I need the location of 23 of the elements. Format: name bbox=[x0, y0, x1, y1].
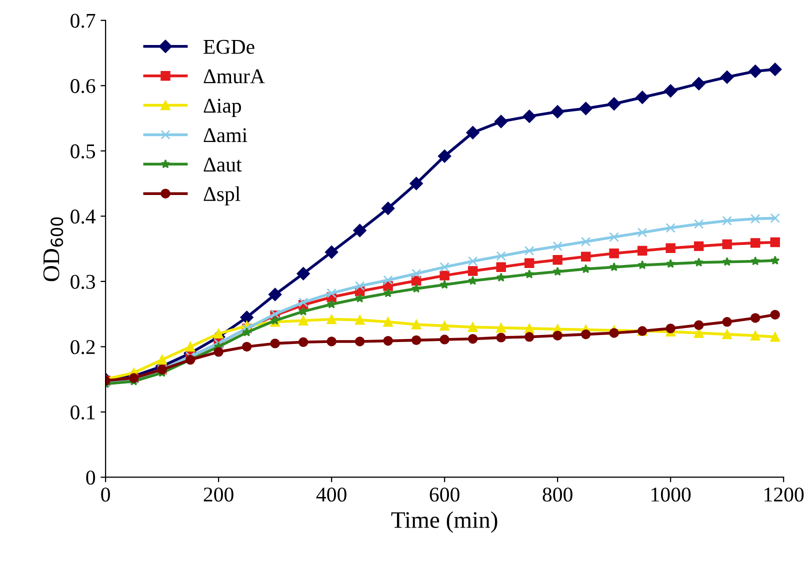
legend-label: Δaut bbox=[204, 158, 242, 172]
legend-label: Δami bbox=[204, 128, 248, 142]
y-tick-label: 0.5 bbox=[70, 144, 96, 158]
y-tick-label: 0.1 bbox=[70, 405, 95, 420]
y-tick-label: 0.6 bbox=[70, 79, 96, 94]
y-tick-label: 0.3 bbox=[70, 274, 96, 289]
y-tick-label: 0.2 bbox=[70, 340, 95, 354]
x-tick-label: 400 bbox=[316, 488, 346, 502]
y-tick-label: 0.7 bbox=[70, 14, 96, 28]
x-tick-label: 0 bbox=[101, 488, 110, 502]
legend-label: Δspl bbox=[204, 186, 240, 206]
legend-label: EGDe bbox=[204, 40, 254, 54]
y-axis-title: OD$_{600}$ bbox=[43, 217, 64, 282]
x-tick-label: 1200 bbox=[764, 488, 804, 502]
legend-label: Δiap bbox=[204, 98, 242, 118]
x-tick-label: 600 bbox=[430, 488, 460, 502]
x-tick-label: 200 bbox=[204, 488, 234, 502]
y-tick-label: 0.4 bbox=[70, 210, 96, 224]
x-tick-label: 1000 bbox=[652, 488, 691, 502]
x-tick-label: 800 bbox=[542, 488, 572, 502]
x-axis-title: Time (min) bbox=[391, 511, 498, 533]
legend-label: ΔmurA bbox=[204, 69, 265, 84]
y-tick-label: 0 bbox=[86, 470, 96, 485]
